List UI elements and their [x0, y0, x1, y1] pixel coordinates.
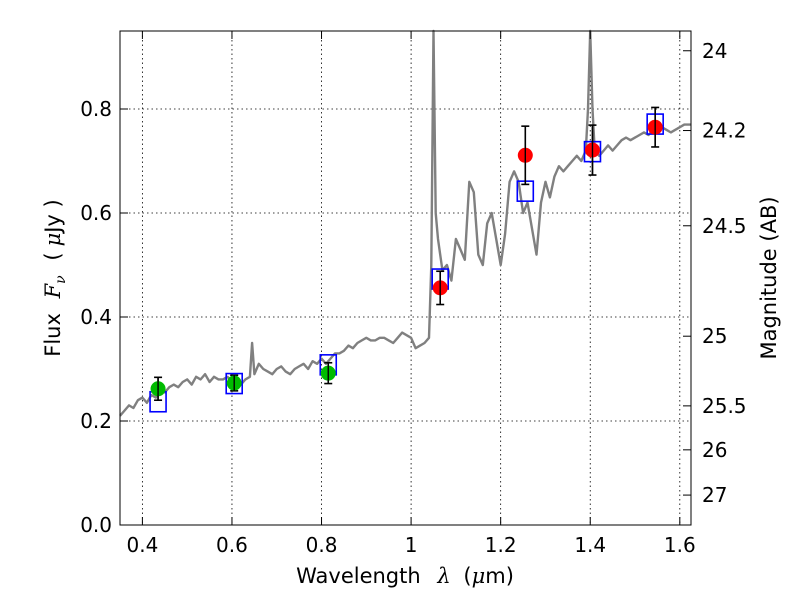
y-tick-label: 0.4: [80, 305, 112, 329]
magnitude-tick-label: 25.5: [702, 394, 747, 418]
y-tick-label: 0.0: [80, 513, 112, 537]
model-box-marker: [225, 372, 243, 395]
magnitude-tick-label: 26: [702, 438, 727, 462]
x-tick-label: 0.4: [126, 533, 158, 557]
x-tick-label: 1.4: [574, 533, 606, 557]
x-tick-label: 1: [405, 533, 418, 557]
x-axis-label-prefix: Wavelength: [296, 564, 421, 588]
x-axis-label-unit-rest: m): [485, 564, 514, 588]
magnitude-tick-label: 24: [702, 39, 727, 63]
x-tick-label: 0.8: [306, 533, 338, 557]
y-axis-label-symbol: F: [41, 282, 65, 299]
tick-marks: [120, 31, 691, 526]
plot-frame: [119, 30, 692, 526]
photometry-points-layer: [150, 106, 663, 402]
spectrum-layer: [119, 29, 691, 417]
y-tick-label: 0.8: [80, 97, 112, 121]
tick-labels: 0.4 0.6 0.8 1 1.2 1.4 1.6 0.0 0.2 0.4 0.6 0.8 24 24.2…: [80, 39, 746, 557]
spectrum-line: [119, 29, 691, 417]
magnitude-tick-label: 25: [702, 324, 727, 348]
x-tick-label: 0.6: [216, 533, 248, 557]
y-axis-label-sub: ν: [53, 275, 69, 284]
y-axis-label-unit-open: (: [41, 252, 65, 260]
x-axis-label: Wavelength λ (μm): [296, 564, 514, 588]
y-axis-label-unit-mu: μ: [41, 233, 65, 247]
grid-lines: [120, 31, 691, 526]
magnitude-tick-label: 24.5: [702, 214, 747, 238]
x-tick-label: 1.2: [485, 533, 517, 557]
y-tick-label: 0.2: [80, 409, 112, 433]
secondary-y-axis-label: Magnitude (AB): [757, 196, 781, 359]
magnitude-tick-label: 27: [702, 483, 727, 507]
y-tick-label: 0.6: [80, 201, 112, 225]
x-tick-label: 1.6: [664, 533, 696, 557]
x-axis-label-unit-open: (: [463, 564, 471, 588]
x-axis-label-symbol: λ: [436, 564, 450, 588]
y-axis-label: Flux Fν ( μJy ): [41, 199, 70, 356]
magnitude-tick-label: 24.2: [702, 119, 747, 143]
model-box-layer: [149, 113, 664, 413]
y-axis-label-unit-rest: Jy ): [41, 199, 65, 235]
x-axis-label-unit-mu: μ: [472, 564, 486, 588]
y-axis-label-prefix: Flux: [41, 313, 65, 357]
